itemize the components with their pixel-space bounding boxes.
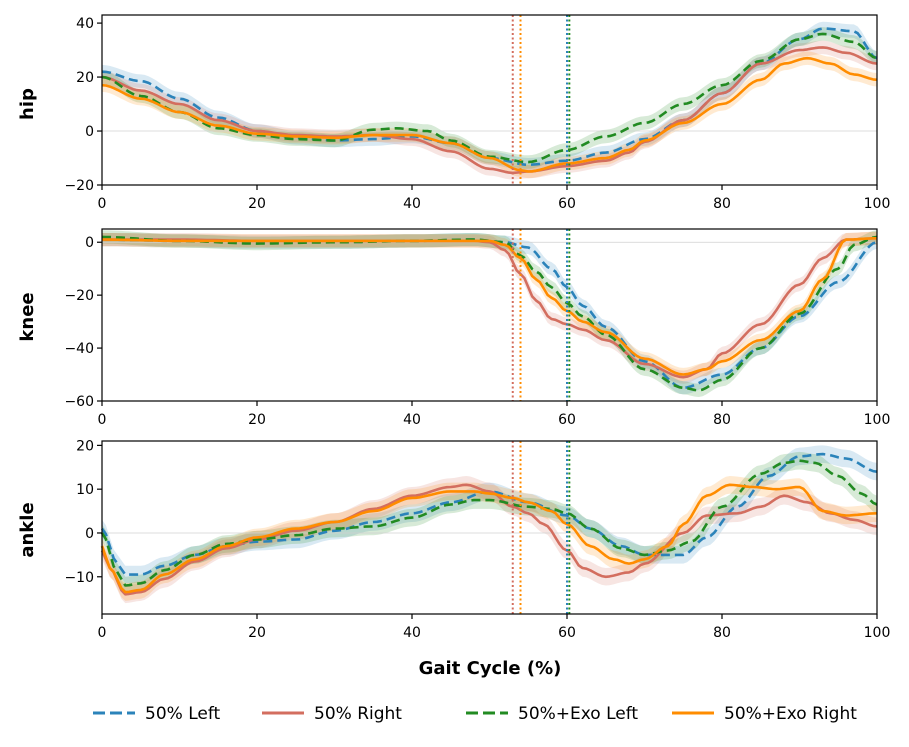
ankle-band-50pct-left — [102, 445, 877, 584]
hip-line-50pct-exo-right — [101, 56, 878, 173]
knee-line-50pct-exo-left — [101, 235, 878, 392]
legend: 50% Left 50% Right 50%+Exo Left 50%+Exo Rig… — [93, 704, 857, 724]
ankle-xtick-label: 100 — [864, 625, 891, 641]
ankle-ytick-label: −10 — [64, 570, 94, 586]
hip-ytick-label: −20 — [64, 178, 94, 194]
hip-xtick-label: 40 — [403, 196, 421, 212]
knee-xtick-label: 80 — [713, 412, 731, 428]
knee-xtick-label: 40 — [403, 412, 421, 428]
hip-ytick-label: 40 — [76, 16, 94, 32]
knee-bands — [102, 230, 877, 397]
knee-vlines — [511, 229, 571, 401]
knee-ytick-label: 0 — [85, 235, 94, 251]
ankle-axes-frame — [101, 440, 878, 615]
hip-xtick-label: 100 — [864, 196, 891, 212]
legend-label-50pct-exo-left: 50%+Exo Left — [518, 704, 638, 724]
hip-xtick-label: 0 — [98, 196, 107, 212]
knee-band-50pct-exo-right — [102, 231, 877, 382]
legend-label-50pct-right: 50% Right — [314, 704, 402, 724]
ankle-xtick-label: 80 — [713, 625, 731, 641]
ankle-line-50pct-exo-left — [100, 459, 878, 587]
ankle-lines — [100, 452, 878, 596]
hip-band-50pct-exo-left — [102, 27, 877, 169]
hip-line-50pct-right — [101, 46, 878, 175]
knee-xtick-label: 0 — [98, 412, 107, 428]
hip-axes-frame — [101, 14, 878, 186]
hip-ytick-label: 20 — [76, 70, 94, 86]
hip-band-50pct-right — [102, 40, 877, 180]
hip-xtick-label: 80 — [713, 196, 731, 212]
knee-line-50pct-exo-right — [102, 237, 877, 376]
ankle-ytick-label: 0 — [85, 526, 94, 542]
hip-ytick-label: 0 — [85, 124, 94, 140]
hip-xtick-label: 60 — [558, 196, 576, 212]
knee-axes-frame — [101, 228, 878, 402]
ankle-xtick-label: 20 — [248, 625, 266, 641]
x-axis-label: Gait Cycle (%) — [419, 658, 562, 679]
knee-lines — [101, 235, 878, 392]
hip-band-50pct-exo-right — [102, 51, 877, 179]
ankle-ytick-label: 20 — [76, 438, 94, 454]
ankle-line-50pct-right — [100, 483, 878, 596]
hip-lines — [101, 27, 878, 175]
ankle-band-50pct-exo-left — [102, 451, 877, 595]
knee-xtick-label: 100 — [864, 412, 891, 428]
knee-ytick-label: −20 — [64, 288, 94, 304]
ankle-ytick-label: 10 — [76, 482, 94, 498]
ankle-line-50pct-exo-right — [100, 483, 878, 594]
ankle-ylabel: ankle — [17, 502, 38, 557]
knee-xtick-label: 60 — [558, 412, 576, 428]
ankle-vlines — [511, 441, 571, 614]
hip-xtick-label: 20 — [248, 196, 266, 212]
knee-xtick-label: 20 — [248, 412, 266, 428]
hip-ylabel: hip — [17, 88, 38, 120]
hip-vlines — [511, 15, 571, 185]
ankle-xtick-label: 0 — [98, 625, 107, 641]
knee-ytick-label: −60 — [64, 394, 94, 410]
knee-band-50pct-exo-left — [102, 230, 877, 397]
knee-ytick-label: −40 — [64, 341, 94, 357]
knee-ylabel: knee — [17, 292, 38, 341]
legend-label-50pct-left: 50% Left — [145, 704, 221, 724]
knee-panel: 0−20−40−600 20 40 60 80 100 knee — [17, 228, 891, 428]
knee-axes: 0−20−40−600 20 40 60 80 100 — [64, 228, 891, 428]
legend-label-50pct-exo-right: 50%+Exo Right — [724, 704, 857, 724]
ankle-xtick-label: 60 — [558, 625, 576, 641]
ankle-xtick-label: 40 — [403, 625, 421, 641]
